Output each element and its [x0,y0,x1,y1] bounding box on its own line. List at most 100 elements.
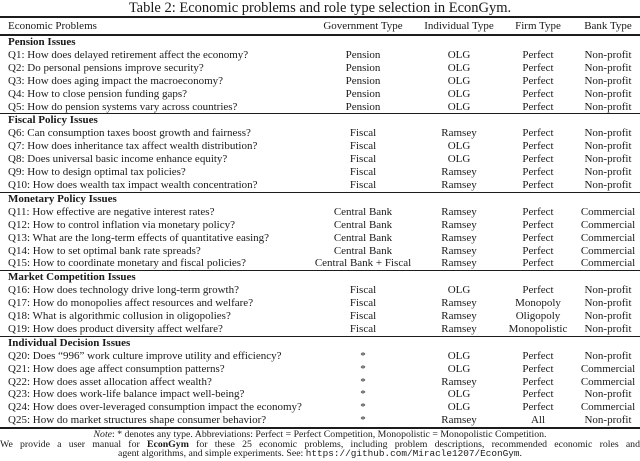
section-header: Pension Issues [8,36,76,48]
problem-cell: Q7: How does inheritance tax affect weal… [8,140,258,153]
section-header: Individual Decision Issues [8,336,131,349]
bank-type-cell: Non-profit [584,388,632,401]
firm-type-cell: Perfect [522,375,554,388]
footnote-see-line: agent algorithms, and simple experiments… [0,449,640,459]
bank-type-cell: Commercial [580,231,636,244]
individual-type-cell: Ramsey [441,244,477,257]
firm-type-cell: Perfect [522,401,554,414]
individual-type-cell: Ramsey [441,205,477,218]
individual-type-cell: OLG [447,74,471,87]
firm-type-cell: Perfect [522,388,554,401]
firm-type-cell: Perfect [522,178,554,191]
firm-type-cell: Perfect [522,100,554,113]
problem-cell: Q19: How does product diversity affect w… [8,322,223,335]
table-row: Q4: How to close pension funding gaps? Pe… [0,88,640,101]
section-header: Market Competition Issues [8,271,136,284]
government-type-cell: Fiscal [349,178,377,191]
problem-cell: Q20: Does “996” work culture improve uti… [8,349,282,362]
note-label: Note [93,429,113,441]
table-row: Q14: How to set optimal bank rate spread… [0,245,640,258]
table-body: Pension Issues Q1: How does delayed retir… [0,35,640,428]
problem-cell: Q8: Does universal basic income enhance … [8,153,228,166]
individual-type-cell: Ramsey [441,178,477,191]
problem-cell: Q10: How does wealth tax impact wealth c… [8,178,258,191]
individual-type-cell: Ramsey [441,218,477,231]
firm-type-cell: Perfect [522,218,554,231]
individual-type-cell: OLG [447,61,471,74]
government-type-cell: Central Bank [333,244,393,257]
manual-text-pre: We provide a user manual for [0,438,147,450]
firm-type-cell: Perfect [522,244,554,257]
bank-type-cell: Commercial [580,362,636,375]
bank-type-cell: Non-profit [584,310,632,323]
section-header-row: Monetary Policy Issues [0,192,640,205]
bank-type-cell: Non-profit [584,178,632,191]
government-type-cell: Fiscal [349,310,377,323]
github-url[interactable]: https://github.com/Miracle1207/EconGym [305,448,520,460]
firm-type-cell: Perfect [522,48,554,61]
firm-type-cell: Perfect [522,127,554,140]
table-row: Q17: How do monopolies affect resources … [0,297,640,310]
footnote-note-line: Note: * denotes any type. Abbreviations:… [0,430,640,440]
firm-type-cell: Perfect [522,231,554,244]
col-header-bank-type: Bank Type [584,20,632,32]
firm-type-cell: All [530,414,546,427]
bank-type-cell: Non-profit [584,127,632,140]
col-header-individual-type: Individual Type [424,20,494,32]
firm-type-cell: Monopoly [515,297,561,310]
bank-type-cell: Non-profit [584,349,632,362]
table-row: Q18: What is algorithmic collusion in ol… [0,310,640,323]
table-row: Q15: How to coordinate monetary and fisc… [0,257,640,270]
problem-cell: Q4: How to close pension funding gaps? [8,87,188,100]
individual-type-cell: OLG [447,153,471,166]
firm-type-cell: Perfect [522,166,554,179]
individual-type-cell: OLG [447,284,471,297]
government-type-cell: Pension [345,87,381,100]
problem-cell: Q15: How to coordinate monetary and fisc… [8,257,246,270]
government-type-cell: Pension [345,100,381,113]
government-type-cell: Fiscal [349,284,377,297]
government-type-cell: * [360,349,366,362]
government-type-cell: Fiscal [349,153,377,166]
table-row: Q10: How does wealth tax impact wealth c… [0,179,640,192]
col-header-government-type: Government Type [323,20,403,32]
table-row: Q9: How to design optimal tax policies? F… [0,166,640,179]
individual-type-cell: Ramsey [441,322,477,335]
bank-type-cell: Commercial [580,205,636,218]
government-type-cell: Central Bank [333,205,393,218]
bank-type-cell: Non-profit [584,61,632,74]
econ-problems-table: Economic Problems Government Type Indivi… [0,16,640,430]
bank-type-cell: Non-profit [584,48,632,61]
problem-cell: Q5: How do pension systems vary across c… [8,100,238,113]
bank-type-cell: Non-profit [584,284,632,297]
bank-type-cell: Non-profit [584,153,632,166]
individual-type-cell: Ramsey [441,257,477,270]
manual-text-post: for these 25 economic problems, includin… [188,438,640,450]
government-type-cell: Central Bank [333,218,393,231]
col-header-economic-problems: Economic Problems [8,20,97,32]
problem-cell: Q17: How do monopolies affect resources … [8,297,254,310]
bank-type-cell: Non-profit [584,100,632,113]
table-row: Q23: How does work-life balance impact w… [0,388,640,401]
table-row: Q1: How does delayed retirement affect t… [0,49,640,62]
government-type-cell: * [360,388,366,401]
problem-cell: Q13: What are the long-term effects of q… [8,231,270,244]
firm-type-cell: Perfect [522,61,554,74]
section-header-row: Fiscal Policy Issues [0,113,640,127]
table-row: Q2: Do personal pensions improve securit… [0,62,640,75]
problem-cell: Q2: Do personal pensions improve securit… [8,61,204,74]
table-row: Q3: How does aging impact the macroecono… [0,75,640,88]
problem-cell: Q22: How does asset allocation affect we… [8,375,212,388]
problem-cell: Q1: How does delayed retirement affect t… [8,48,249,61]
table-row: Q22: How does asset allocation affect we… [0,376,640,389]
col-header-firm-type: Firm Type [515,20,561,32]
individual-type-cell: Ramsey [441,231,477,244]
government-type-cell: Fiscal [349,322,377,335]
government-type-cell: Central Bank + Fiscal [314,257,412,270]
individual-type-cell: OLG [447,401,471,414]
government-type-cell: * [360,401,366,414]
table-row: Q24: How does over-leveraged consumption… [0,401,640,414]
firm-type-cell: Perfect [522,140,554,153]
individual-type-cell: OLG [447,87,471,100]
